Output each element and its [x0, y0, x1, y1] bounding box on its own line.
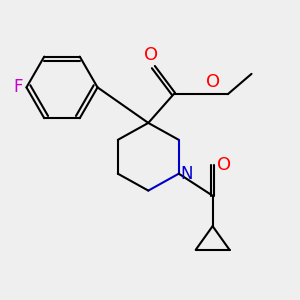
Text: N: N	[181, 165, 193, 183]
Text: O: O	[206, 74, 220, 92]
Text: F: F	[13, 78, 22, 96]
Text: O: O	[144, 46, 158, 64]
Text: O: O	[217, 156, 231, 174]
